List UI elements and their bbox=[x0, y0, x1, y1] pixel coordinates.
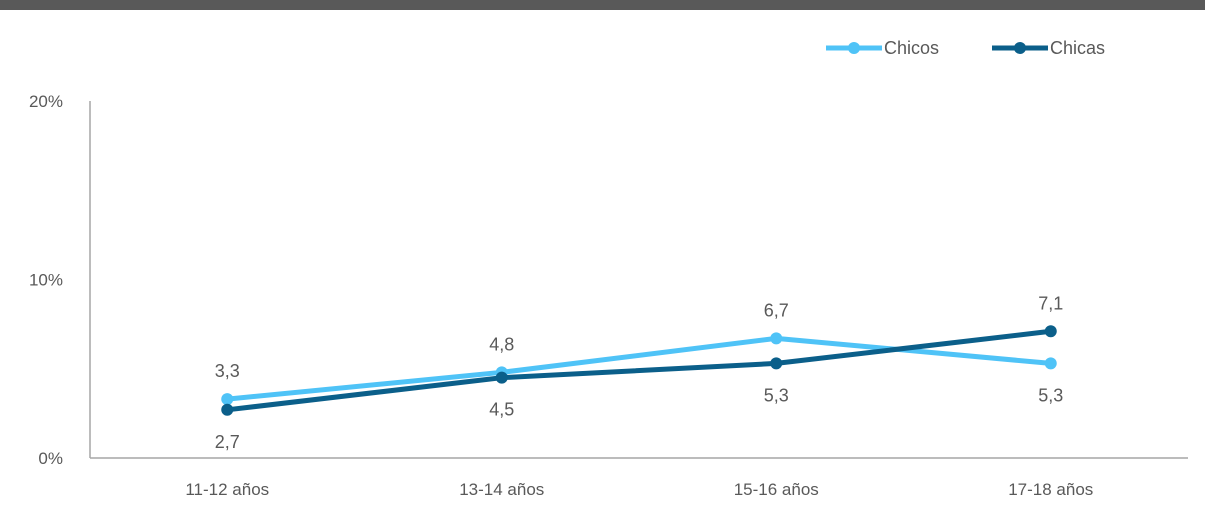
legend-label: Chicos bbox=[884, 38, 939, 58]
x-tick-label: 17-18 años bbox=[1008, 480, 1093, 499]
data-point bbox=[495, 371, 508, 384]
data-label: 5,3 bbox=[1038, 385, 1063, 405]
x-tick-label: 15-16 años bbox=[734, 480, 819, 499]
y-tick-label: 0% bbox=[38, 449, 63, 468]
chart-axes bbox=[89, 101, 1188, 459]
legend-label: Chicas bbox=[1050, 38, 1105, 58]
y-tick-labels: 0% 10% 20% bbox=[29, 92, 63, 468]
x-tick-labels: 11-12 años 13-14 años 15-16 años 17-18 años bbox=[185, 480, 1093, 499]
data-point bbox=[221, 393, 234, 406]
data-label: 4,5 bbox=[489, 400, 514, 420]
data-label: 6,7 bbox=[764, 300, 789, 320]
legend-item-chicos: Chicos bbox=[826, 38, 939, 58]
data-label: 2,7 bbox=[215, 432, 240, 452]
y-tick-label: 10% bbox=[29, 271, 63, 290]
legend-item-chicas: Chicas bbox=[992, 38, 1105, 58]
data-label: 7,1 bbox=[1038, 293, 1063, 313]
legend-swatch-marker bbox=[1014, 42, 1026, 54]
series-line-chicos bbox=[224, 335, 1054, 402]
data-labels: 3,3 2,7 4,8 4,5 6,7 5,3 5,3 7,1 bbox=[215, 293, 1064, 452]
data-point bbox=[1044, 325, 1057, 338]
series-line-chicas bbox=[224, 328, 1054, 413]
y-tick-label: 20% bbox=[29, 92, 63, 111]
data-label: 3,3 bbox=[215, 361, 240, 381]
legend-swatch-marker bbox=[848, 42, 860, 54]
series-points bbox=[221, 325, 1057, 416]
data-label: 4,8 bbox=[489, 334, 514, 354]
data-point bbox=[770, 332, 783, 345]
data-label: 5,3 bbox=[764, 385, 789, 405]
data-point bbox=[1044, 357, 1057, 370]
top-bar bbox=[0, 0, 1205, 10]
x-tick-label: 11-12 años bbox=[185, 480, 269, 499]
legend: Chicos Chicas bbox=[826, 38, 1105, 58]
data-point bbox=[221, 403, 234, 416]
series-lines bbox=[224, 328, 1054, 413]
x-tick-label: 13-14 años bbox=[459, 480, 544, 499]
data-point bbox=[770, 357, 783, 370]
